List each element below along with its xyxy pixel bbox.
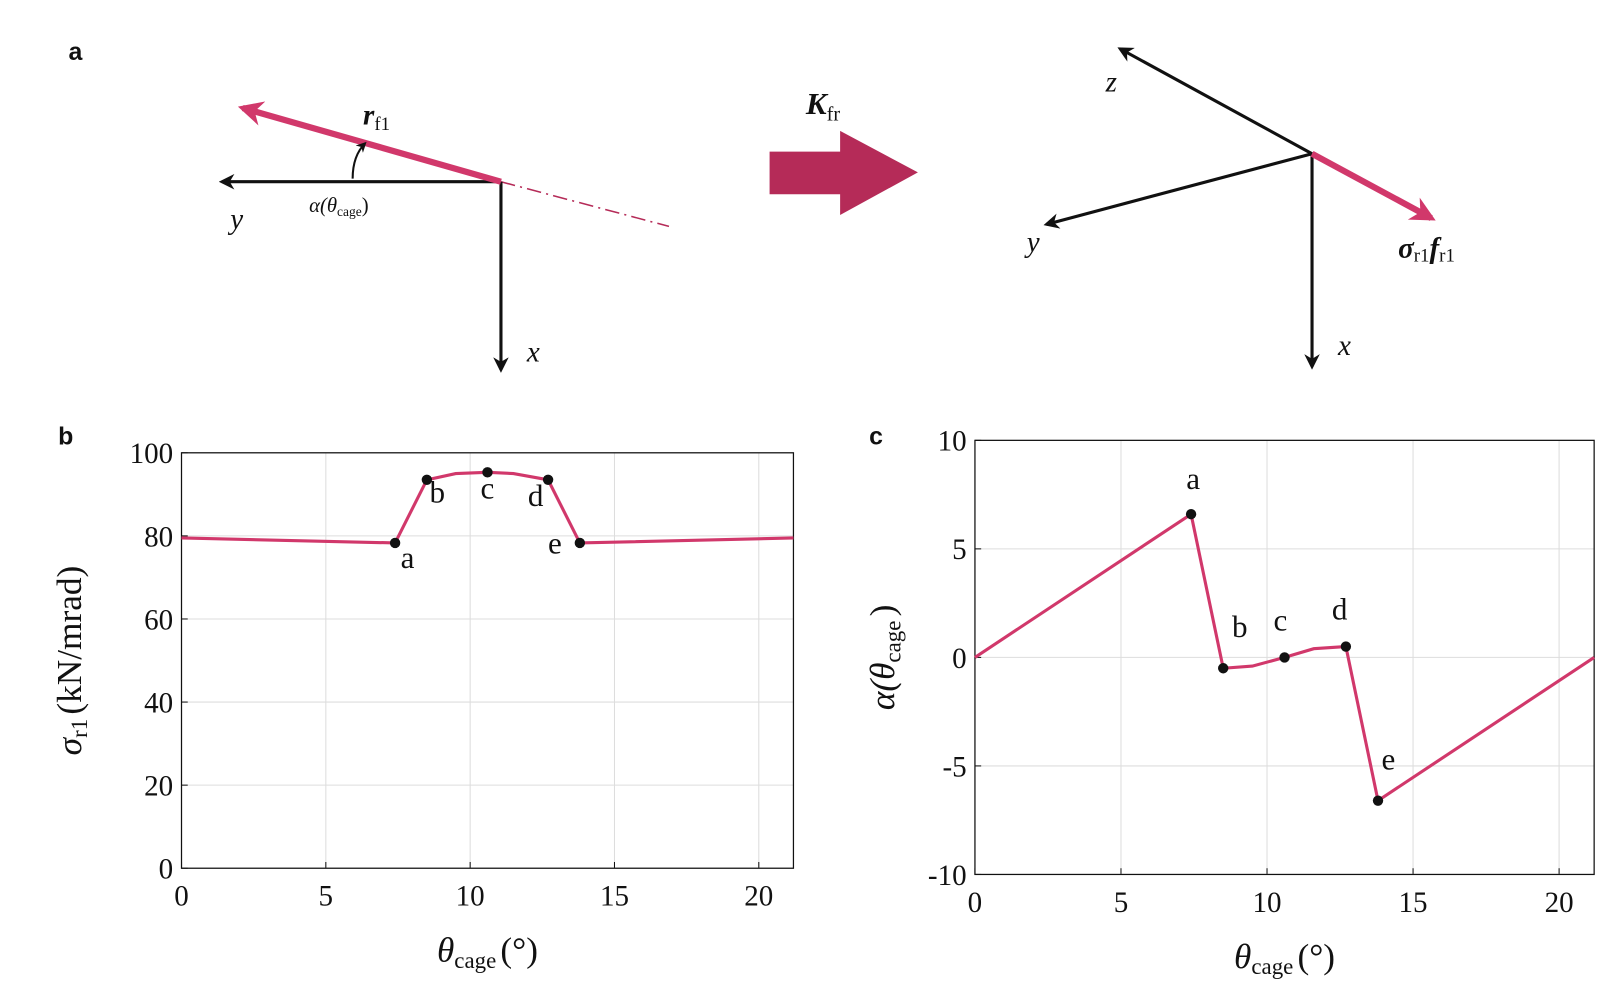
axis-symbol: θ bbox=[437, 931, 454, 970]
y-tick-label: 100 bbox=[130, 438, 174, 470]
big-arrow bbox=[769, 130, 918, 215]
point-label: d bbox=[528, 478, 544, 513]
x-tick-label: 15 bbox=[600, 881, 629, 913]
axis-label: α(θcage) bbox=[863, 605, 905, 711]
point-label: c bbox=[481, 470, 495, 505]
point-marker bbox=[421, 474, 433, 485]
x-tick-label: 5 bbox=[319, 881, 334, 913]
point-label: a bbox=[401, 540, 415, 575]
transform-label: Kfr bbox=[805, 86, 840, 125]
axis-unit: (kN/mrad) bbox=[50, 566, 89, 715]
axis-label: θcage (°) bbox=[1234, 937, 1335, 979]
point-label: b bbox=[429, 475, 445, 510]
point-label: e bbox=[1381, 741, 1395, 776]
axis-label: θcage (°) bbox=[437, 931, 538, 973]
axis-sub: r1 bbox=[67, 719, 92, 738]
y-tick-label: 5 bbox=[952, 534, 967, 566]
axis-name: x bbox=[526, 336, 540, 368]
point-marker bbox=[542, 474, 554, 485]
y-tick-label: 0 bbox=[952, 643, 967, 675]
y-tick-label: 20 bbox=[144, 771, 173, 803]
y-tick-label: -10 bbox=[928, 860, 967, 892]
point-label: b bbox=[1232, 609, 1248, 644]
axis-name: z bbox=[1105, 66, 1117, 98]
x-tick-label: 15 bbox=[1399, 887, 1428, 919]
force-arrow bbox=[1310, 150, 1436, 221]
x-tick-label: 10 bbox=[456, 881, 485, 913]
axis-symbol: σ bbox=[50, 736, 89, 755]
y-tick-label: -5 bbox=[942, 751, 966, 783]
point-label: a bbox=[1186, 461, 1200, 496]
point-marker bbox=[1185, 508, 1197, 520]
y-tick-label: 0 bbox=[159, 854, 174, 886]
panel-label: b bbox=[58, 422, 73, 450]
x-tick-label: 10 bbox=[1253, 887, 1282, 919]
x-tick-label: 20 bbox=[744, 881, 773, 913]
axis-unit: (°) bbox=[500, 931, 538, 970]
point-marker bbox=[1279, 652, 1290, 663]
y-tick-label: 10 bbox=[938, 426, 967, 458]
axis-symbol: α(θ bbox=[863, 663, 902, 711]
x-tick-label: 20 bbox=[1545, 887, 1574, 919]
axis-name: y bbox=[227, 203, 243, 235]
point-label: d bbox=[1332, 592, 1348, 627]
point-marker bbox=[574, 537, 586, 549]
axis-unit: (°) bbox=[1297, 937, 1335, 976]
panel-label: c bbox=[869, 422, 883, 450]
x-tick-label: 0 bbox=[968, 887, 983, 919]
x-tick-label: 5 bbox=[1114, 887, 1129, 919]
point-marker bbox=[1340, 641, 1352, 652]
point-label: c bbox=[1273, 602, 1287, 637]
point-marker bbox=[482, 467, 493, 478]
axis-sub: cage bbox=[880, 621, 905, 663]
axis-label: σr1 (kN/mrad) bbox=[50, 566, 92, 756]
axis-sub: cage bbox=[454, 948, 496, 973]
angle-label: α(θcage) bbox=[309, 195, 369, 219]
point-marker bbox=[1372, 795, 1384, 806]
panel-label: a bbox=[68, 38, 82, 66]
r-arrow bbox=[237, 101, 502, 185]
y-tick-label: 60 bbox=[144, 604, 173, 636]
y-tick-label: 40 bbox=[144, 687, 173, 719]
y-arrow bbox=[1043, 152, 1313, 229]
plot-frame bbox=[180, 452, 795, 869]
point-marker bbox=[1218, 663, 1229, 674]
force-label: σr1fr1 bbox=[1398, 233, 1455, 267]
x-tick-label: 0 bbox=[174, 881, 189, 913]
angle-arc bbox=[351, 141, 367, 179]
point-label: e bbox=[548, 525, 562, 560]
diagram-left: rf1 α(θcage) y x bbox=[218, 100, 670, 373]
axis-symbol: θ bbox=[1234, 937, 1251, 976]
axis-name: x bbox=[1337, 330, 1351, 362]
dash-line bbox=[500, 180, 670, 228]
axis-sub: cage bbox=[1251, 954, 1293, 979]
transform-arrow: Kfr bbox=[769, 86, 918, 215]
diagram-right: z y x σr1fr1 bbox=[1024, 47, 1455, 370]
axis-unit: ) bbox=[863, 605, 902, 617]
z-arrow bbox=[1117, 47, 1313, 156]
axis-name: y bbox=[1024, 226, 1040, 258]
point-marker bbox=[389, 537, 401, 549]
y-tick-label: 80 bbox=[144, 521, 173, 553]
vector-label: rf1 bbox=[363, 100, 390, 135]
